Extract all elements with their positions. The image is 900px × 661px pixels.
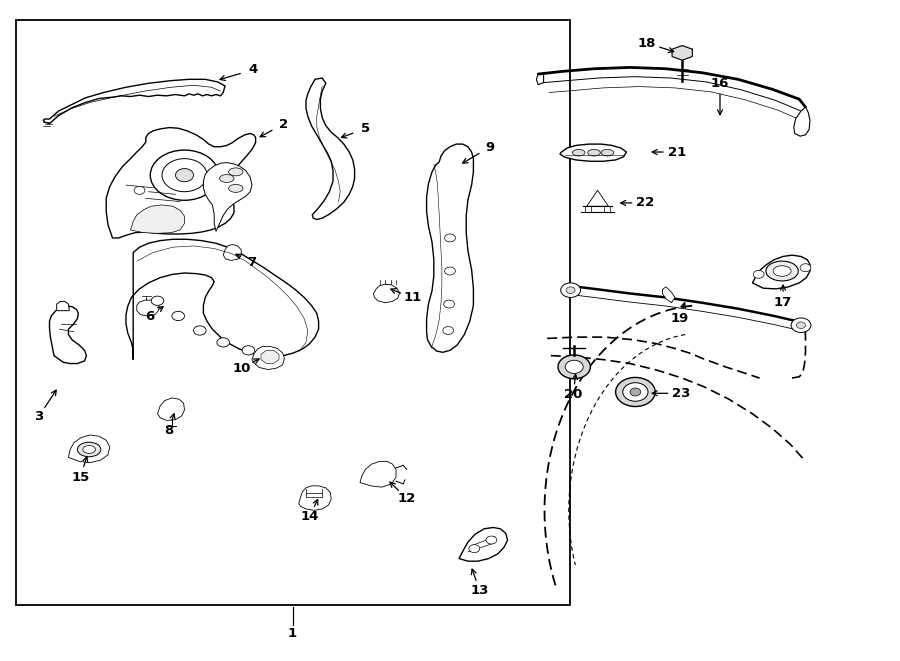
Ellipse shape <box>601 149 614 156</box>
Polygon shape <box>306 78 355 219</box>
Circle shape <box>630 388 641 396</box>
Circle shape <box>486 536 497 544</box>
Circle shape <box>217 338 230 347</box>
Circle shape <box>444 300 454 308</box>
Polygon shape <box>126 239 319 360</box>
Circle shape <box>445 234 455 242</box>
Ellipse shape <box>77 442 101 457</box>
Text: 4: 4 <box>248 63 257 76</box>
Circle shape <box>134 186 145 194</box>
Circle shape <box>443 327 454 334</box>
Text: 11: 11 <box>403 292 422 305</box>
Polygon shape <box>137 300 159 316</box>
Polygon shape <box>794 107 810 136</box>
Polygon shape <box>106 128 256 238</box>
Polygon shape <box>560 144 626 161</box>
Circle shape <box>176 169 194 182</box>
Ellipse shape <box>229 168 243 176</box>
Polygon shape <box>752 255 810 289</box>
Text: 16: 16 <box>711 77 729 90</box>
Polygon shape <box>130 205 184 233</box>
Polygon shape <box>299 486 331 510</box>
Circle shape <box>753 270 764 278</box>
Text: 1: 1 <box>288 627 297 640</box>
Polygon shape <box>50 306 86 364</box>
Text: 13: 13 <box>471 584 489 597</box>
Ellipse shape <box>220 175 234 182</box>
Circle shape <box>623 383 648 401</box>
Text: 3: 3 <box>34 410 43 424</box>
Polygon shape <box>261 350 279 364</box>
Polygon shape <box>252 346 284 369</box>
Polygon shape <box>662 287 675 303</box>
Polygon shape <box>672 46 692 60</box>
Text: 5: 5 <box>361 122 370 135</box>
Circle shape <box>172 311 184 321</box>
Ellipse shape <box>229 184 243 192</box>
Polygon shape <box>427 144 473 352</box>
Circle shape <box>566 287 575 293</box>
Text: 6: 6 <box>145 310 155 323</box>
Circle shape <box>469 545 480 553</box>
Circle shape <box>162 159 207 192</box>
Circle shape <box>565 360 583 373</box>
Ellipse shape <box>773 266 791 276</box>
Text: 14: 14 <box>301 510 319 523</box>
Text: 20: 20 <box>564 388 582 401</box>
Bar <box>16 20 570 605</box>
Polygon shape <box>158 398 184 420</box>
Text: 17: 17 <box>774 295 792 309</box>
Circle shape <box>791 318 811 332</box>
Circle shape <box>558 355 590 379</box>
Text: 10: 10 <box>232 362 250 375</box>
Circle shape <box>796 322 806 329</box>
Polygon shape <box>203 163 252 231</box>
Polygon shape <box>223 245 241 260</box>
Text: 21: 21 <box>668 145 686 159</box>
Text: 12: 12 <box>398 492 416 505</box>
Circle shape <box>150 150 219 200</box>
Polygon shape <box>360 461 396 487</box>
Text: 15: 15 <box>71 471 89 484</box>
Ellipse shape <box>572 149 585 156</box>
Circle shape <box>242 346 255 355</box>
Text: 22: 22 <box>636 196 654 210</box>
Text: 8: 8 <box>164 424 173 437</box>
Circle shape <box>445 267 455 275</box>
Text: 9: 9 <box>485 141 494 153</box>
Text: 19: 19 <box>670 312 689 325</box>
Circle shape <box>194 326 206 335</box>
Text: 2: 2 <box>279 118 288 131</box>
Polygon shape <box>68 435 110 463</box>
Text: 18: 18 <box>638 36 656 50</box>
Ellipse shape <box>766 261 798 281</box>
Text: 7: 7 <box>248 256 256 268</box>
Ellipse shape <box>83 446 95 453</box>
Circle shape <box>616 377 655 407</box>
Ellipse shape <box>588 149 600 156</box>
Circle shape <box>151 296 164 305</box>
Circle shape <box>800 264 811 272</box>
Polygon shape <box>57 301 69 311</box>
Text: 23: 23 <box>672 387 690 400</box>
Circle shape <box>561 283 581 297</box>
Polygon shape <box>43 79 225 124</box>
Polygon shape <box>374 284 400 303</box>
Polygon shape <box>459 527 508 561</box>
